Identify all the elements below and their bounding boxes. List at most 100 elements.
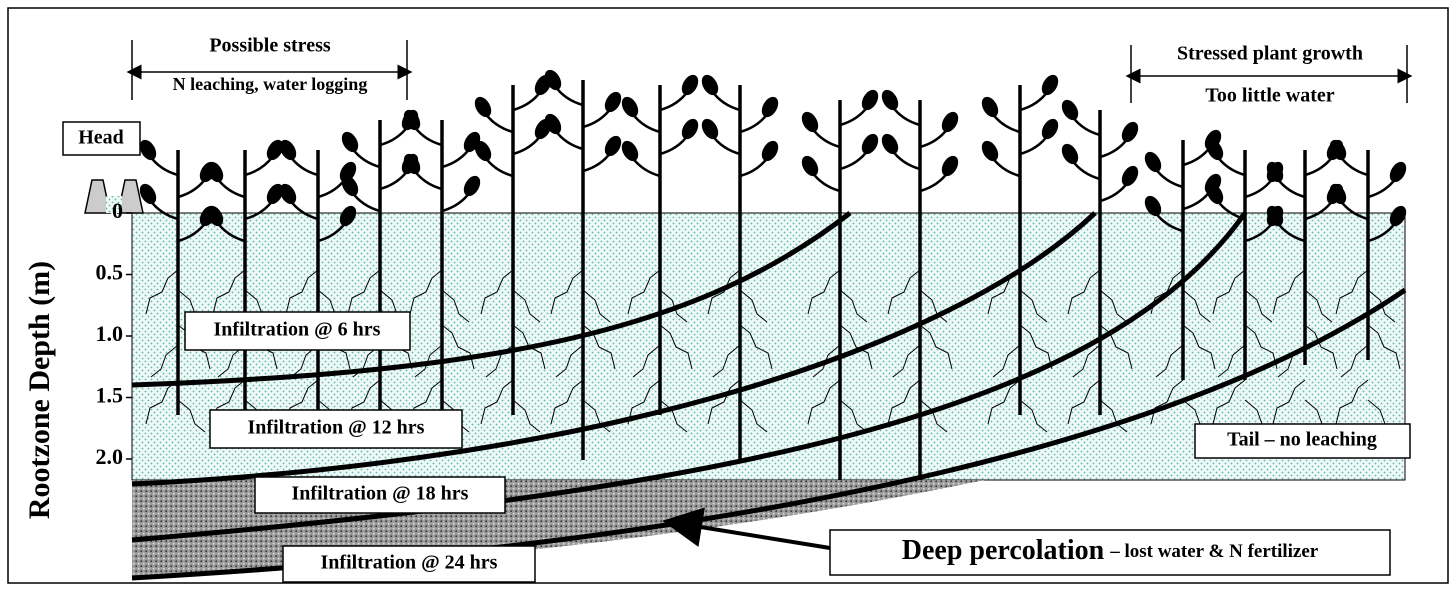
label-box [829,529,1391,576]
root [712,324,773,378]
leaf [941,155,959,177]
axis-ticks: 0 0.5 1.0 1.5 2.0 [96,198,132,469]
root [1217,324,1278,378]
leaf [1061,99,1079,121]
leaf [1041,74,1059,96]
leaf [881,89,899,111]
root [409,269,470,323]
leaf [1121,121,1139,143]
leaf [1389,161,1407,183]
root [627,379,688,433]
leaf [1266,205,1284,227]
label-box [1194,423,1411,459]
leaf [1061,143,1079,165]
root [1072,324,1133,378]
head-box [62,121,141,156]
leaf [621,140,639,162]
leaf [139,139,157,161]
leaf [701,118,719,140]
leaf [474,96,492,118]
leaf [981,140,999,162]
tick-label: 1.0 [96,321,124,346]
leaf [761,140,779,162]
leaf [1389,205,1407,227]
leaf [1144,195,1162,217]
root [1212,269,1273,323]
leaf [279,139,297,161]
deep-percolation-label: Deep percolation – lost water & N fertili… [902,535,1319,566]
leaf [544,69,562,91]
leaf [279,183,297,205]
leaf [621,96,639,118]
root [1272,269,1333,323]
annotation: N leaching, water logging [173,74,368,94]
leaf [1329,183,1347,205]
leaf [881,133,899,155]
infiltration-label: Infiltration @ 18 hrs [292,483,469,505]
root [550,269,611,323]
tick-label: 0.5 [96,260,124,285]
leaf [463,175,481,197]
leaf [681,118,699,140]
leaf [801,111,819,133]
infiltration-label: Infiltration @ 12 hrs [248,417,425,439]
infiltration-label: Infiltration @ 24 hrs [321,552,498,574]
leaf [474,140,492,162]
root [987,379,1048,433]
annotation: Possible stress [209,35,331,57]
leaf [1266,161,1284,183]
leaf [266,139,284,161]
leaf [604,91,622,113]
infiltration-curve [131,211,1097,487]
root [550,379,611,433]
root [632,324,693,378]
root [887,379,948,433]
leaf [206,205,224,227]
root [887,269,948,323]
root [480,379,541,433]
label-box [184,311,411,351]
leaf [761,96,779,118]
root [1067,379,1128,433]
frame [7,7,1449,584]
leaf [941,111,959,133]
root [555,324,616,378]
root [807,379,868,433]
head-label: Head [78,127,124,149]
leaf [1121,165,1139,187]
leaf [1206,139,1224,161]
leaf [341,175,359,197]
leaf [1206,183,1224,205]
leaf [1144,151,1162,173]
leaf [861,133,879,155]
annotation: Stressed plant growth [1177,43,1363,65]
annotation: Too little water [1205,85,1334,107]
infiltration-label: Infiltration @ 6 hrs [214,319,381,341]
root [1155,324,1216,378]
leaf [266,183,284,205]
arrow [662,507,831,550]
root [807,269,868,323]
leaf [681,74,699,96]
root [707,379,768,433]
root [480,269,541,323]
leaf [801,155,819,177]
leaf [701,74,719,96]
root [1067,269,1128,323]
label-box [282,545,536,583]
leaf [403,153,421,175]
leaf [403,109,421,131]
leaf [1041,118,1059,140]
leaf [544,113,562,135]
leaf [206,161,224,183]
root [992,324,1053,378]
root [892,324,953,378]
label-box [254,476,506,514]
furrow-water [106,196,122,213]
leaf [339,205,357,227]
leaf [981,96,999,118]
axis-title: Rootzone Depth (m) [23,261,56,519]
tail-label: Tail – no leaching [1227,429,1377,451]
root [707,269,768,323]
